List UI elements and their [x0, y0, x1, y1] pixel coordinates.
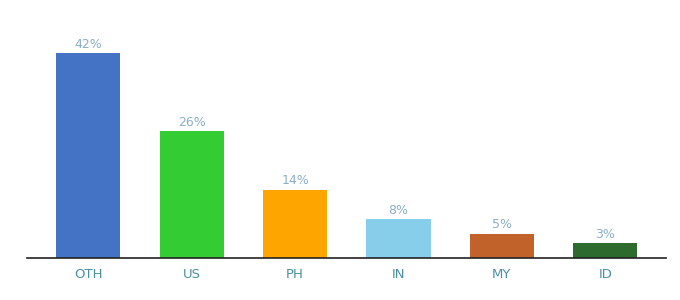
Text: 5%: 5%: [492, 218, 512, 231]
Text: 8%: 8%: [388, 204, 409, 217]
Bar: [367, 219, 430, 258]
Bar: [573, 243, 637, 258]
Text: 3%: 3%: [596, 228, 615, 241]
Text: 14%: 14%: [282, 174, 309, 187]
Bar: [263, 190, 327, 258]
Bar: [56, 53, 120, 258]
Text: 26%: 26%: [178, 116, 205, 129]
Bar: [470, 234, 534, 258]
Bar: [160, 131, 224, 258]
Text: 42%: 42%: [74, 38, 102, 51]
